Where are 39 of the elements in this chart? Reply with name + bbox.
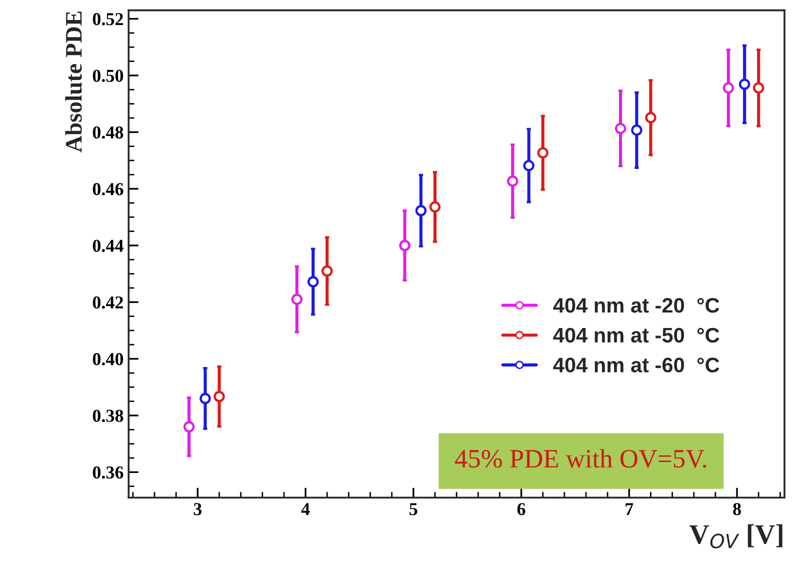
point <box>200 392 211 404</box>
x-tick-label: 8 <box>733 503 741 516</box>
y-tick-label: 0.48 <box>92 126 124 139</box>
y-tick-label: 0.38 <box>92 410 124 422</box>
y-axis-title: Absolute PDE <box>65 12 82 152</box>
point <box>752 82 764 94</box>
point <box>523 160 534 172</box>
point <box>645 112 656 124</box>
x-tick-label: 4 <box>301 503 310 516</box>
legend-label: 404 nm at -20 °C <box>553 298 720 313</box>
y-tick-label: 0.42 <box>92 296 123 309</box>
y-tick-label: 0.40 <box>92 353 124 366</box>
legend-label: 404 nm at -50 °C <box>553 328 720 343</box>
x-tick-label: 3 <box>194 503 202 516</box>
point <box>321 265 333 277</box>
x-tick-label: 6 <box>517 503 526 516</box>
annotation: 45% PDE with OV=5V. <box>454 449 706 468</box>
y-tick-label: 0.46 <box>92 183 124 196</box>
x-tick-label: 5 <box>410 503 418 516</box>
point <box>507 176 518 187</box>
point <box>307 276 319 288</box>
point <box>183 421 195 432</box>
y-tick-label: 0.52 <box>92 13 123 26</box>
x-axis-title: V$_{OV}$ [V] <box>690 524 782 548</box>
point <box>429 201 441 213</box>
y-tick-label: 0.36 <box>92 466 124 479</box>
x-tick-label: 7 <box>626 503 634 516</box>
point <box>415 204 427 216</box>
y-tick-label: 0.50 <box>92 70 124 82</box>
point <box>722 82 734 94</box>
point <box>614 122 626 134</box>
point <box>631 124 642 136</box>
point <box>291 294 303 305</box>
y-tick-label: 0.44 <box>92 240 124 252</box>
point <box>537 147 548 158</box>
legend-label: 404 nm at -60 °C <box>553 358 720 372</box>
point <box>738 78 750 90</box>
point <box>214 390 225 402</box>
point <box>399 240 410 252</box>
